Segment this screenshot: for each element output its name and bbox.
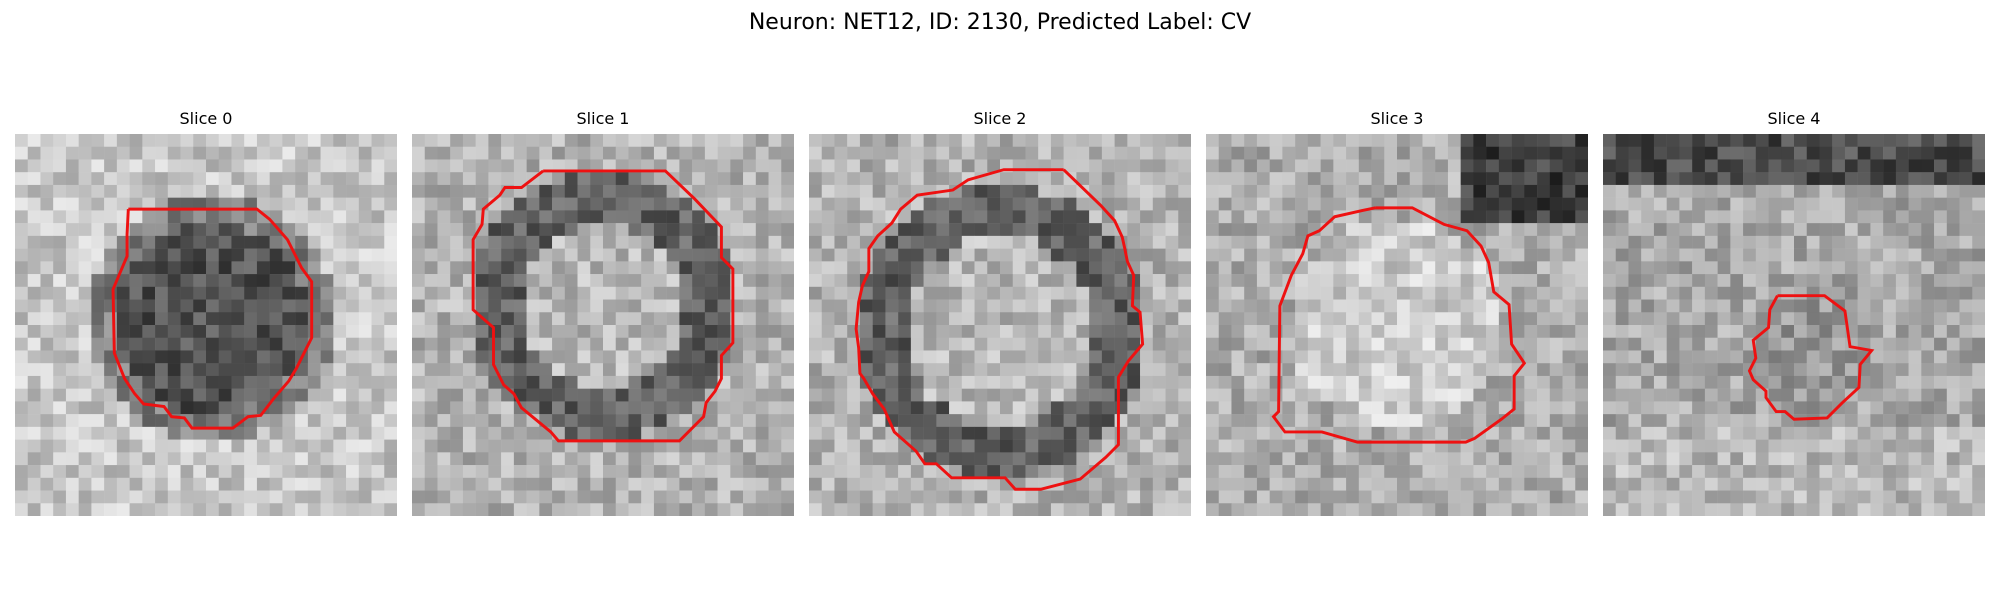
pixel-grid <box>412 134 794 516</box>
slice-image-2 <box>809 134 1191 516</box>
roi-outline <box>111 207 314 430</box>
slice-image-0 <box>15 134 397 516</box>
slice-title: Slice 4 <box>1767 109 1821 128</box>
slice-title: Slice 2 <box>973 109 1027 128</box>
pixel-grid <box>1206 134 1588 516</box>
pixel-grid <box>1603 134 1985 516</box>
roi-outline <box>854 168 1145 491</box>
roi-outline <box>1747 294 1875 421</box>
figure-title: Neuron: NET12, ID: 2130, Predicted Label… <box>748 10 1252 35</box>
slice-title: Slice 1 <box>576 109 630 128</box>
slice-image-3 <box>1206 134 1588 516</box>
roi-outline <box>471 169 735 443</box>
pixel-grid <box>809 134 1191 516</box>
slice-image-1 <box>412 134 794 516</box>
slice-title: Slice 3 <box>1370 109 1424 128</box>
pixel-grid <box>15 134 397 516</box>
roi-outline <box>1271 206 1527 444</box>
slice-image-4 <box>1603 134 1985 516</box>
slice-title: Slice 0 <box>179 109 233 128</box>
